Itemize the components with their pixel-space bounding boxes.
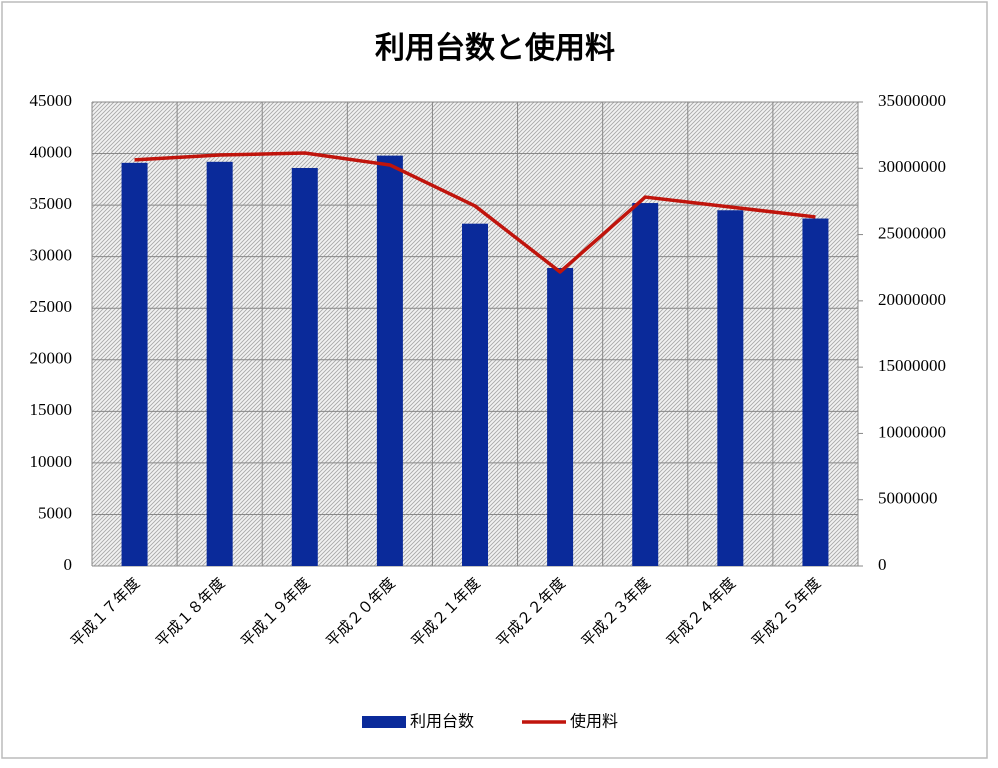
bar (547, 268, 574, 566)
y-tick-label: 5000 (38, 503, 72, 522)
legend-label: 使用料 (570, 712, 618, 731)
y-tick-label: 20000 (30, 349, 73, 368)
bar (632, 203, 659, 566)
y2-tick-label: 15000000 (878, 356, 946, 375)
y-tick-label: 0 (64, 555, 73, 574)
y2-tick-label: 25000000 (878, 223, 946, 242)
bar (802, 218, 829, 566)
y-tick-label: 40000 (30, 142, 73, 161)
chart-title: 利用台数と使用料 (375, 31, 615, 66)
y-tick-label: 30000 (30, 246, 73, 265)
bar (717, 210, 744, 566)
bar (462, 223, 488, 566)
bar (206, 161, 233, 566)
y2-tick-label: 5000000 (878, 489, 938, 508)
bar (376, 155, 403, 566)
y-tick-label: 25000 (30, 297, 73, 316)
y2-tick-label: 30000000 (878, 157, 946, 176)
line (134, 151, 816, 274)
y-tick-label: 35000 (30, 194, 73, 213)
legend-swatch (362, 716, 406, 728)
legend-label: 利用台数 (410, 712, 474, 731)
y2-tick-label: 10000000 (878, 422, 946, 441)
bar (291, 167, 318, 567)
y-tick-label: 45000 (30, 91, 73, 110)
y2-tick-label: 35000000 (878, 91, 946, 110)
y2-tick-label: 20000000 (878, 290, 946, 309)
y2-tick-label: 0 (878, 555, 887, 574)
bar (121, 162, 148, 566)
y-tick-label: 15000 (30, 400, 73, 419)
y-tick-label: 10000 (30, 452, 73, 471)
